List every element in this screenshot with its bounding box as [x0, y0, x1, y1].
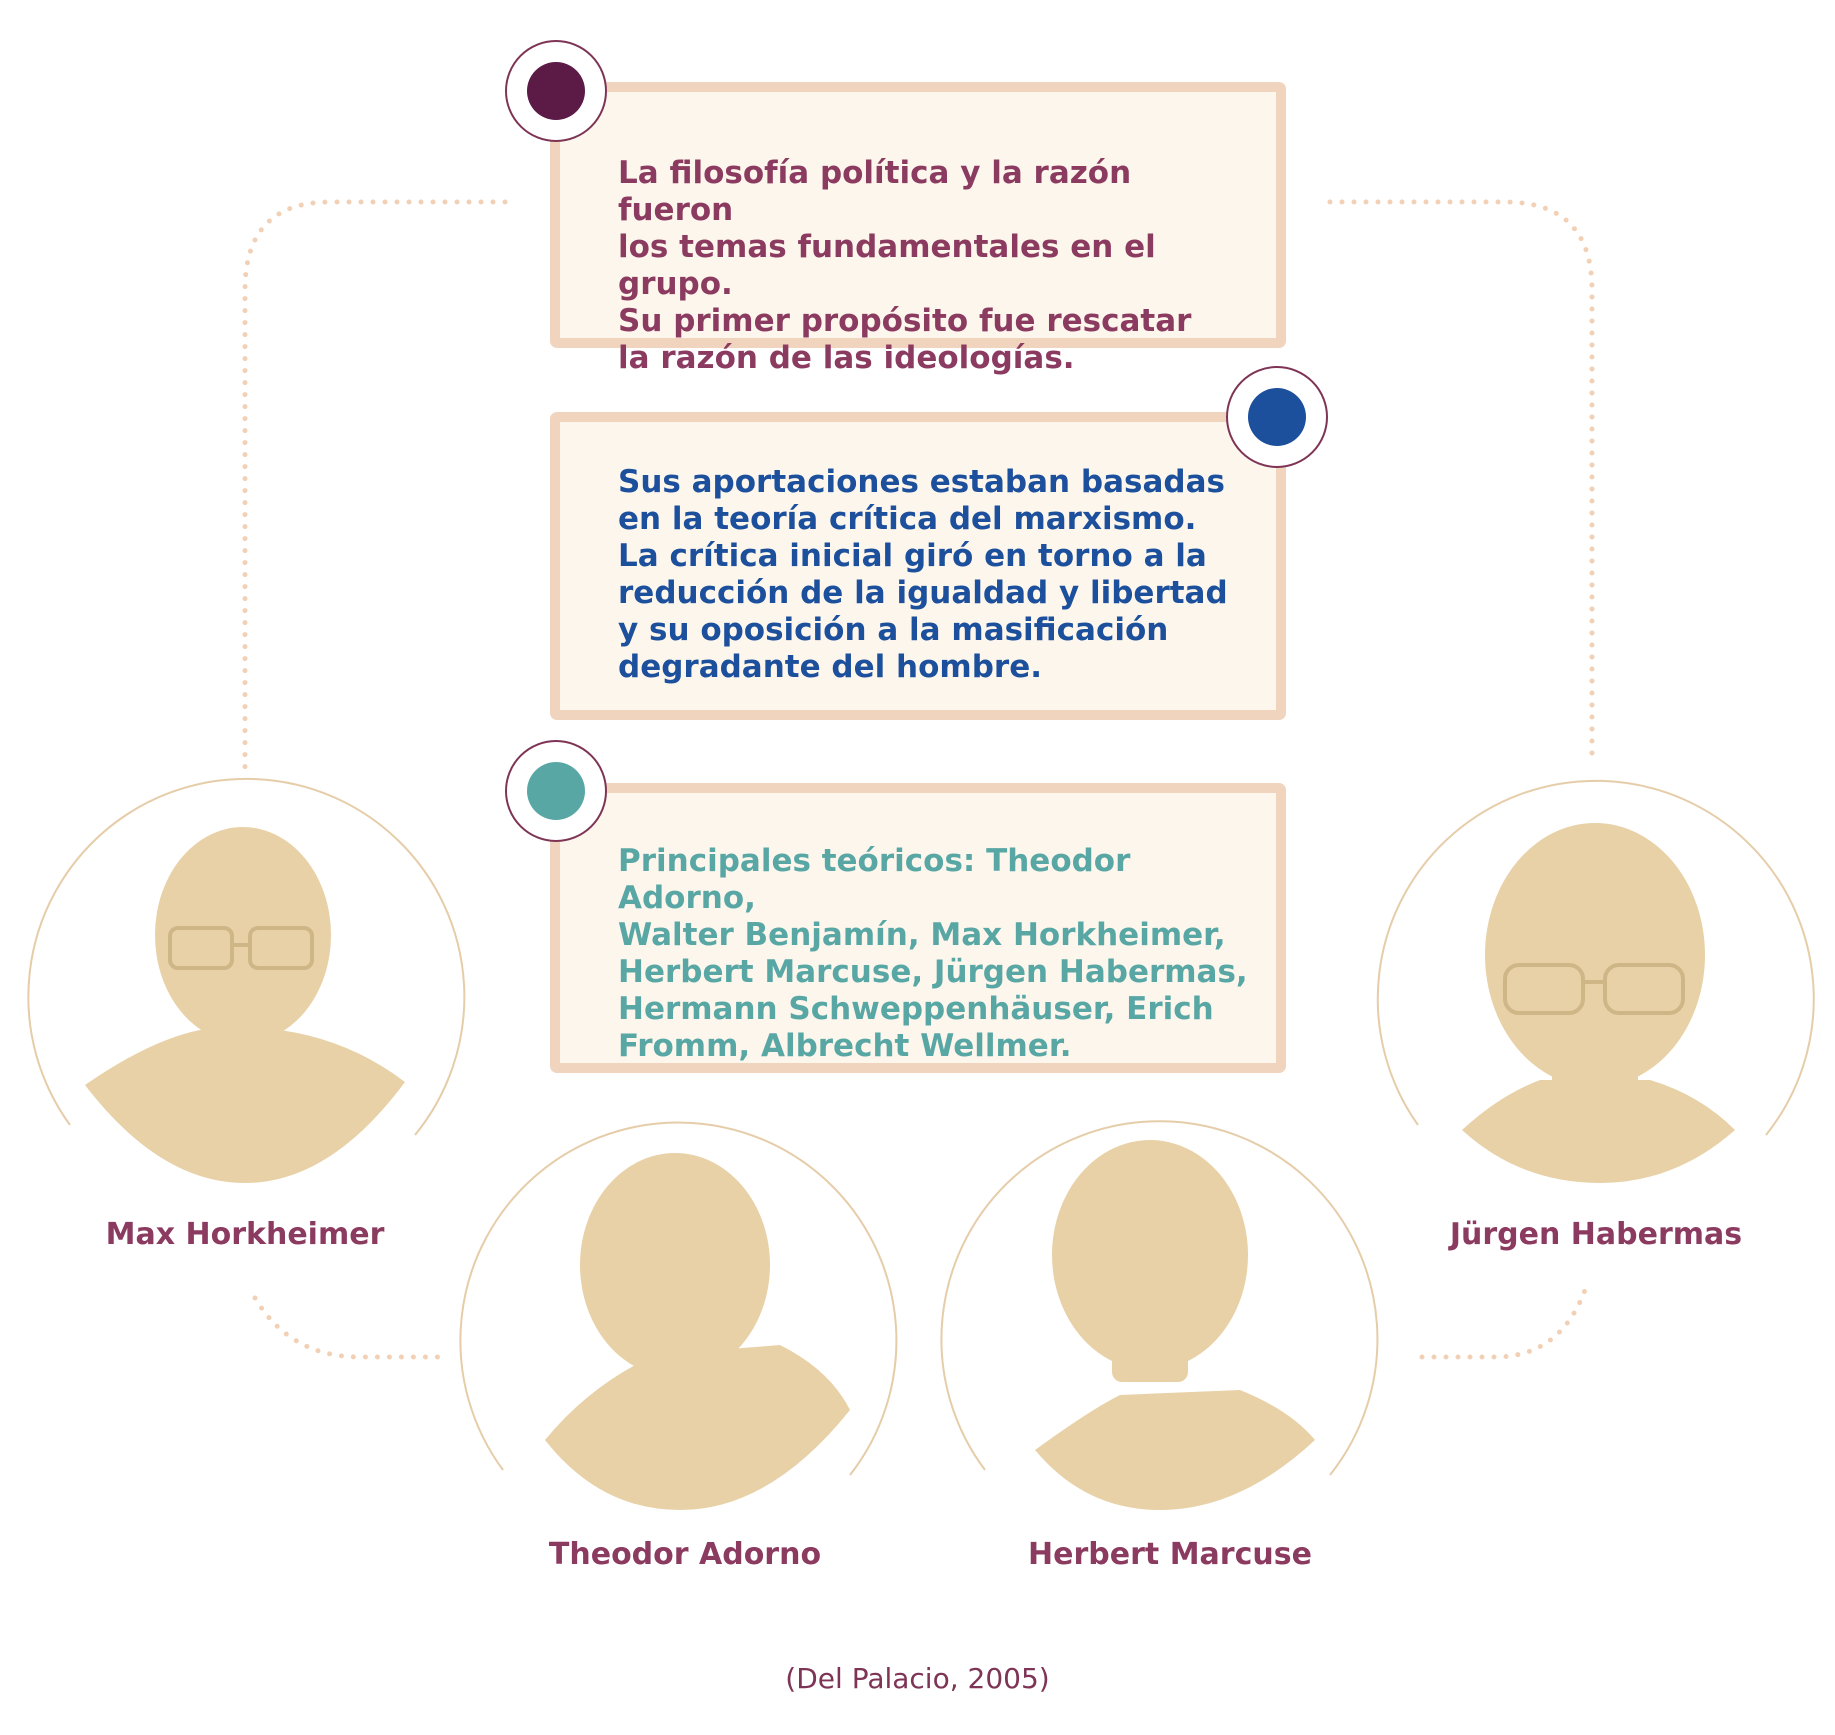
portrait-frame-adorno: [459, 1121, 898, 1476]
portrait-frame-habermas: [1376, 779, 1815, 1136]
card-2-text: Sus aportaciones estaban basadas en la t…: [618, 464, 1228, 685]
marker-circle-icon: [505, 40, 607, 142]
dotted-connector-top-right: [1327, 199, 1595, 758]
portrait-marcuse: [1035, 1140, 1315, 1510]
info-card-3: Principales teóricos: Theodor Adorno, Wa…: [550, 783, 1286, 1073]
portrait-adorno: [545, 1153, 850, 1510]
marker-dot-purple: [527, 62, 585, 120]
info-card-2: Sus aportaciones estaban basadas en la t…: [550, 412, 1286, 720]
source-credit: (Del Palacio, 2005): [785, 1662, 1050, 1695]
name-herbert-marcuse: Herbert Marcuse: [1028, 1537, 1312, 1572]
card-3-text: Principales teóricos: Theodor Adorno, Wa…: [618, 843, 1248, 1064]
marker-dot-teal: [527, 762, 585, 820]
portrait-horkheimer: [85, 827, 405, 1183]
marker-circle-icon: [505, 740, 607, 842]
dotted-connector-bottom-right: [1419, 1287, 1588, 1360]
portrait-frame-horkheimer: [27, 777, 466, 1136]
name-jurgen-habermas: Jürgen Habermas: [1449, 1217, 1743, 1252]
marker-circle-icon: [1226, 366, 1328, 468]
name-theodor-adorno: Theodor Adorno: [548, 1537, 822, 1572]
info-card-1: La filosofía política y la razón fueron …: [550, 82, 1286, 376]
portrait-frame-marcuse: [940, 1120, 1379, 1476]
marker-dot-blue: [1248, 388, 1306, 446]
portrait-habermas: [1462, 823, 1735, 1183]
name-max-horkheimer: Max Horkheimer: [105, 1217, 385, 1252]
dotted-connector-bottom-left: [252, 1295, 448, 1360]
card-1-text: La filosofía política y la razón fueron …: [618, 155, 1192, 376]
dotted-connector-top-left: [242, 199, 508, 773]
